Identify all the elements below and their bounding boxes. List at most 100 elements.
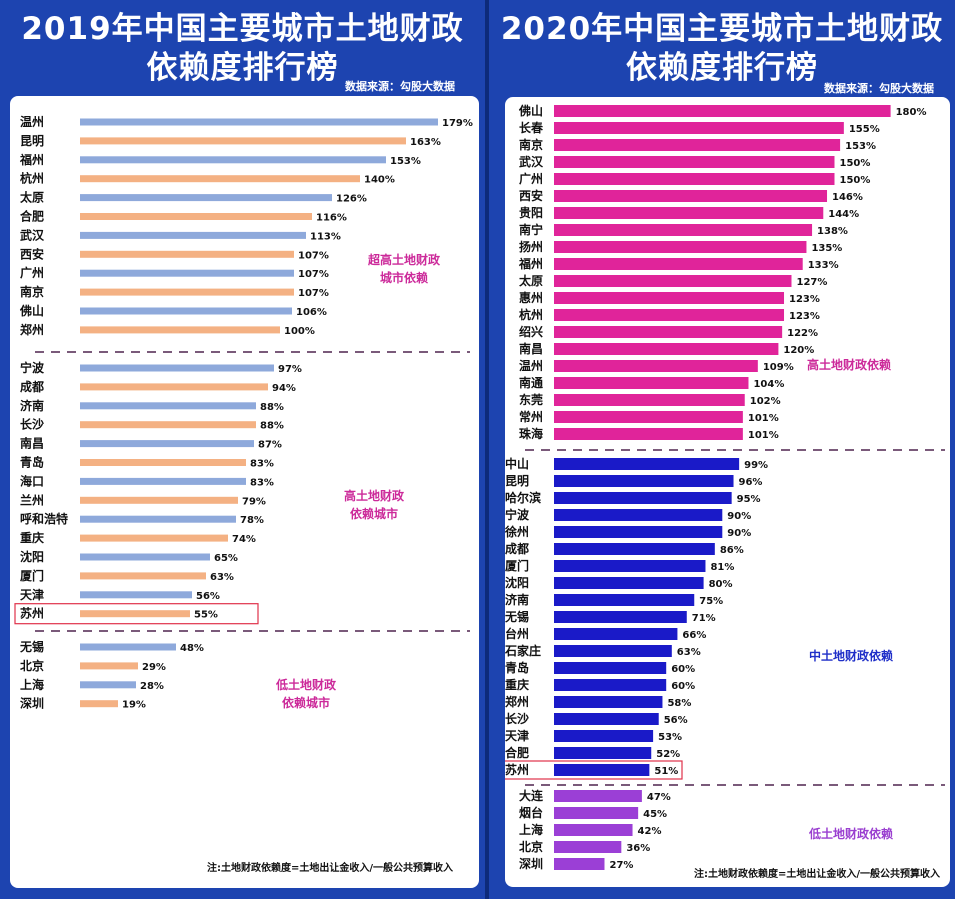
value-label: 53%: [658, 732, 682, 743]
category-label: 广州: [519, 171, 543, 186]
bar: [80, 137, 406, 145]
group-label: 城市依赖: [380, 270, 428, 285]
category-label: 南通: [519, 375, 543, 390]
group-label: 超高土地财政: [367, 252, 441, 267]
category-label: 无锡: [505, 609, 529, 624]
category-label: 南昌: [20, 436, 44, 451]
value-label: 83%: [250, 477, 274, 488]
bar: [80, 662, 138, 670]
group-label: 高土地财政: [344, 488, 405, 503]
bar: [554, 241, 807, 253]
bar: [554, 105, 891, 117]
value-label: 60%: [671, 664, 695, 675]
category-label: 合肥: [505, 745, 529, 760]
group-label: 依赖城市: [350, 506, 398, 521]
value-label: 63%: [677, 647, 701, 658]
value-label: 97%: [278, 364, 302, 375]
category-label: 北京: [20, 658, 44, 673]
category-label: 上海: [20, 677, 44, 692]
bar: [80, 610, 190, 618]
value-label: 163%: [410, 137, 441, 148]
bar: [80, 534, 228, 542]
category-label: 南昌: [519, 341, 543, 356]
group-label: 低土地财政依赖: [808, 826, 893, 841]
category-label: 北京: [519, 839, 543, 854]
bar: [554, 309, 785, 321]
category-label: 台州: [505, 626, 529, 641]
value-label: 153%: [845, 141, 876, 152]
value-label: 19%: [122, 700, 146, 711]
category-label: 武汉: [20, 227, 45, 242]
bar: [80, 269, 294, 277]
value-label: 29%: [142, 662, 166, 673]
bar: [80, 213, 312, 220]
category-label: 宁波: [505, 507, 530, 522]
value-label: 150%: [840, 175, 871, 186]
value-label: 107%: [298, 250, 329, 261]
value-label: 63%: [210, 572, 234, 583]
bar: [554, 628, 678, 640]
category-label: 佛山: [518, 103, 543, 118]
value-label: 87%: [258, 440, 282, 451]
category-label: 厦门: [505, 558, 529, 573]
value-label: 81%: [710, 562, 734, 573]
category-label: 重庆: [20, 530, 44, 545]
bar: [554, 747, 652, 759]
chart-card-2020: 佛山 180% 长春 155% 南京 153% 武汉 150% 广州 150% 西安 146% 贵阳 14…: [505, 97, 950, 887]
value-label: 126%: [336, 194, 367, 205]
bar: [554, 560, 706, 572]
bar: [80, 681, 136, 689]
bar: [554, 258, 803, 270]
bar: [554, 275, 792, 287]
category-label: 贵阳: [519, 205, 543, 220]
category-label: 青岛: [20, 455, 44, 470]
value-label: 83%: [250, 459, 274, 470]
bar: [554, 526, 723, 538]
footnote: 注:土地财政依赖度=土地出让金收入/一般公共预算收入: [207, 861, 453, 874]
bar: [554, 594, 695, 606]
value-label: 179%: [442, 118, 473, 129]
value-label: 122%: [787, 328, 818, 339]
group-label: 依赖城市: [282, 695, 330, 710]
value-label: 90%: [727, 511, 751, 522]
bar: [554, 696, 663, 708]
value-label: 58%: [667, 698, 691, 709]
category-label: 昆明: [20, 134, 44, 148]
category-label: 南宁: [519, 222, 543, 237]
category-label: 杭州: [20, 171, 44, 186]
bar: [80, 307, 292, 315]
bar: [554, 122, 844, 134]
chart-title-2020-line1: 2020年中国主要城市土地财政: [500, 11, 944, 47]
category-label: 温州: [519, 359, 543, 373]
value-label: 123%: [789, 294, 820, 305]
category-label: 惠州: [519, 290, 543, 305]
bar: [80, 383, 268, 391]
value-label: 153%: [390, 156, 421, 167]
value-label: 56%: [664, 715, 688, 726]
source-label-2020: 数据来源：勾股大数据: [824, 82, 934, 95]
value-label: 74%: [232, 534, 256, 545]
category-label: 苏州: [505, 762, 529, 777]
highlight-box: [505, 760, 683, 780]
bar: [554, 764, 650, 776]
bar: [554, 173, 835, 185]
value-label: 86%: [720, 545, 744, 556]
category-label: 杭州: [519, 307, 543, 322]
value-label: 56%: [196, 591, 220, 602]
bar: [554, 807, 639, 819]
bar: [80, 118, 438, 126]
bar: [554, 156, 835, 168]
value-label: 45%: [643, 809, 667, 820]
bar: [80, 175, 360, 183]
panel-2020: 2020年中国主要城市土地财政 依赖度排行榜 数据来源：勾股大数据 佛山 180%…: [489, 0, 955, 899]
value-label: 75%: [699, 596, 723, 607]
value-label: 79%: [242, 496, 266, 507]
bar: [554, 458, 740, 470]
bar: [80, 250, 294, 258]
value-label: 100%: [284, 326, 315, 337]
panel-2019: 2019年中国主要城市土地财政 依赖度排行榜 数据来源：勾股大数据 温州 179%…: [10, 11, 479, 888]
value-label: 48%: [180, 643, 204, 654]
category-label: 太原: [519, 273, 543, 288]
bar: [554, 190, 828, 202]
category-label: 昆明: [505, 474, 529, 488]
